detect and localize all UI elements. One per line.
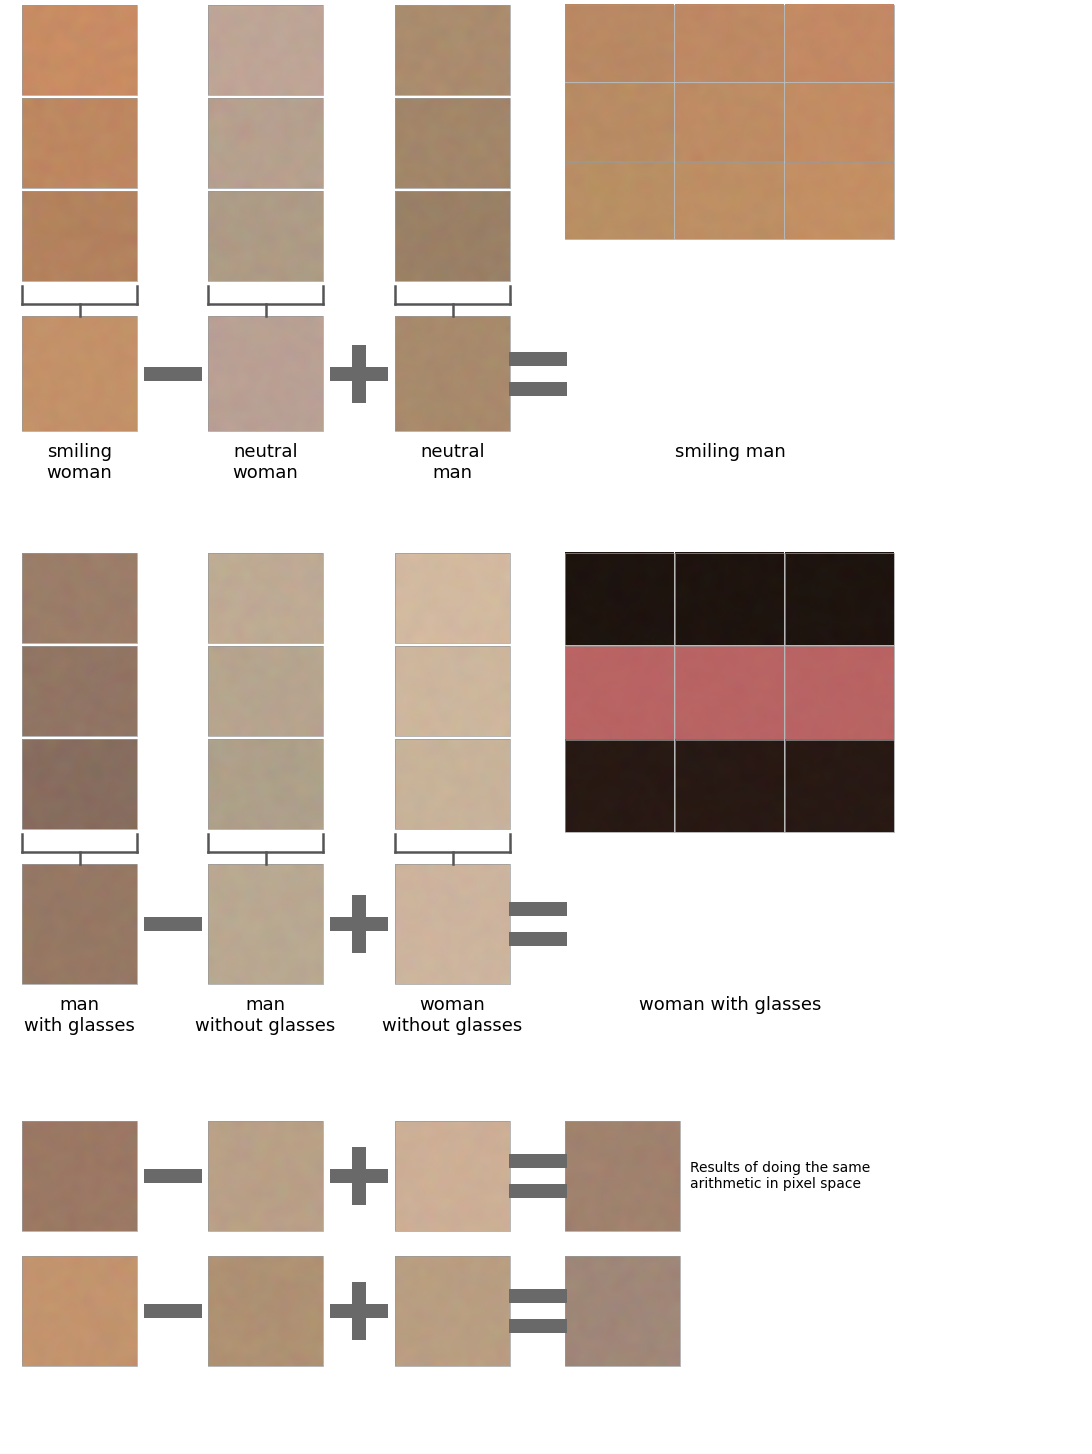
Bar — [22, 1256, 136, 1365]
Bar — [207, 739, 323, 829]
Bar — [785, 83, 894, 160]
Bar — [207, 553, 323, 643]
Bar — [675, 553, 784, 646]
Bar — [785, 553, 894, 646]
Bar — [352, 345, 366, 403]
Bar — [352, 896, 366, 952]
Bar — [207, 316, 323, 430]
Bar — [395, 646, 510, 736]
Bar — [509, 1154, 567, 1168]
Bar — [395, 864, 510, 984]
Bar — [207, 4, 323, 95]
Bar — [565, 553, 674, 646]
Bar — [565, 161, 674, 238]
Bar — [143, 917, 202, 931]
Text: man
with glasses: man with glasses — [24, 996, 135, 1035]
Text: neutral
woman: neutral woman — [233, 443, 298, 481]
Bar — [565, 83, 674, 160]
Bar — [22, 864, 136, 984]
Bar — [143, 1304, 202, 1317]
Text: Results of doing the same
arithmetic in pixel space: Results of doing the same arithmetic in … — [690, 1160, 870, 1191]
Bar — [565, 1121, 680, 1232]
Bar — [207, 864, 323, 984]
Bar — [395, 553, 510, 643]
Text: smiling
woman: smiling woman — [47, 443, 112, 481]
Bar — [509, 1184, 567, 1198]
Bar — [675, 161, 784, 238]
Text: smiling man: smiling man — [675, 443, 785, 461]
Bar — [207, 190, 323, 281]
Bar — [675, 4, 784, 83]
Bar — [395, 1121, 510, 1232]
Bar — [785, 161, 894, 238]
Bar — [352, 1282, 366, 1341]
Bar — [330, 917, 388, 931]
Bar — [395, 739, 510, 829]
Bar — [352, 1147, 366, 1205]
Bar — [509, 381, 567, 395]
Bar — [207, 1121, 323, 1232]
Bar — [143, 1169, 202, 1184]
Bar — [395, 97, 510, 188]
Bar — [22, 553, 136, 643]
Bar — [565, 647, 674, 739]
Bar — [22, 190, 136, 281]
Bar — [509, 1290, 567, 1303]
Bar — [565, 740, 674, 832]
Bar — [395, 4, 510, 95]
Text: woman
without glasses: woman without glasses — [382, 996, 523, 1035]
Bar — [785, 740, 894, 832]
Bar — [509, 1319, 567, 1333]
Text: woman with glasses: woman with glasses — [639, 996, 821, 1013]
Bar — [785, 647, 894, 739]
Bar — [675, 83, 784, 160]
Bar — [330, 1304, 388, 1317]
Bar — [675, 647, 784, 739]
Bar — [565, 4, 674, 83]
Bar — [22, 1121, 136, 1232]
Bar — [509, 901, 567, 916]
Bar — [395, 1256, 510, 1365]
Bar — [395, 190, 510, 281]
Bar — [143, 366, 202, 381]
Bar — [509, 932, 567, 947]
Bar — [785, 4, 894, 83]
Bar — [509, 352, 567, 365]
Bar — [22, 4, 136, 95]
Bar — [207, 97, 323, 188]
Bar — [207, 646, 323, 736]
Bar — [330, 366, 388, 381]
Bar — [22, 316, 136, 430]
Bar — [22, 739, 136, 829]
Bar — [330, 1169, 388, 1184]
Bar — [395, 316, 510, 430]
Text: neutral
man: neutral man — [420, 443, 485, 481]
Bar — [675, 740, 784, 832]
Bar — [565, 1256, 680, 1365]
Text: man
without glasses: man without glasses — [195, 996, 335, 1035]
Bar — [22, 646, 136, 736]
Bar — [22, 97, 136, 188]
Bar — [207, 1256, 323, 1365]
